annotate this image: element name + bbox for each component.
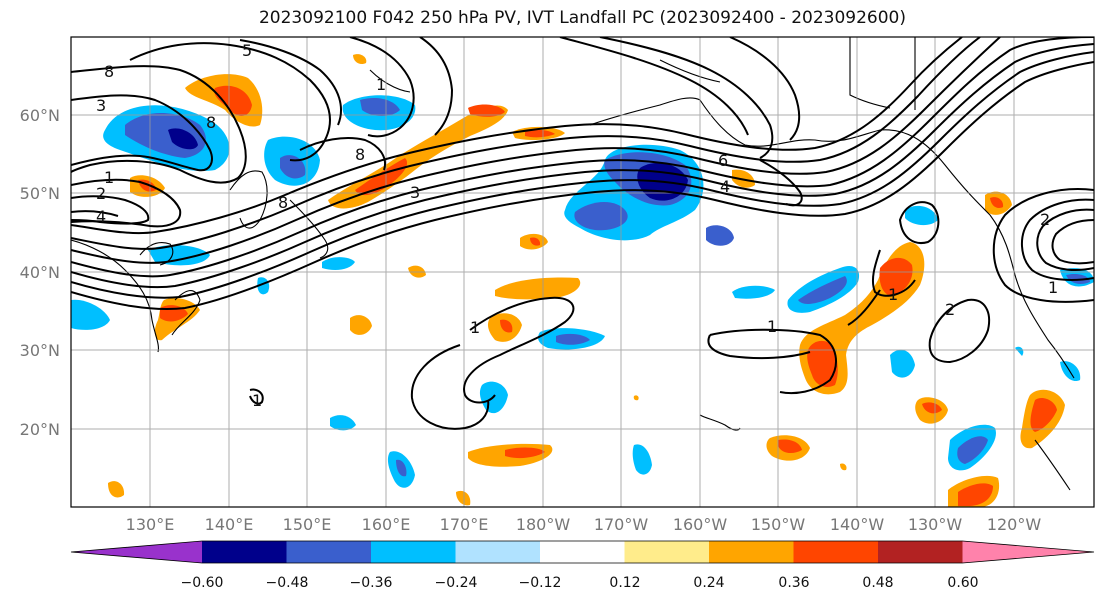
- lon-label: 160°E: [362, 515, 411, 534]
- lon-label: 180°W: [516, 515, 571, 534]
- lon-label: 160°W: [673, 515, 728, 534]
- map-title: 2023092100 F042 250 hPa PV, IVT Landfall…: [258, 8, 906, 28]
- lat-label: 50°N: [20, 184, 60, 203]
- colorbar-segment: [286, 541, 372, 563]
- lon-label: 130°E: [126, 515, 175, 534]
- contour-label: 3: [410, 183, 420, 202]
- lon-label: 150°E: [283, 515, 332, 534]
- contour-label: 2: [1040, 210, 1050, 229]
- contour-label: 1: [1048, 278, 1058, 297]
- colorbar-outline: [70, 540, 1095, 564]
- colorbar-tick-label: −0.36: [350, 575, 393, 591]
- lon-label: 170°E: [440, 515, 489, 534]
- contour-label: 5: [242, 41, 252, 60]
- longitude-labels: 130°E 140°E 150°E 160°E 170°E 180°W 170°…: [126, 515, 1042, 534]
- colorbar-segment: [371, 541, 456, 563]
- colorbar-tick-label: 0.36: [778, 575, 809, 591]
- colorbar-tick-label: 0.60: [947, 575, 978, 591]
- latitude-labels: 60°N 50°N 40°N 30°N 20°N: [20, 106, 60, 439]
- lon-label: 150°W: [751, 515, 806, 534]
- contour-label: 1: [252, 391, 262, 410]
- lon-label: 140°E: [205, 515, 254, 534]
- contour-label: 1: [767, 317, 777, 336]
- contour-label: 2: [945, 300, 955, 319]
- colorbar-tick-label: 0.24: [693, 575, 724, 591]
- contour-labels: 8 3 1 2 4 5 8 8 3 1 8 1 1 2 1 1 2 1 6 4: [96, 41, 1058, 410]
- colorbar-segment: [455, 541, 541, 563]
- colorbar: [70, 540, 1095, 564]
- colorbar-tick-label: 0.48: [862, 575, 893, 591]
- lat-label: 20°N: [20, 420, 60, 439]
- contour-label: 1: [104, 168, 114, 187]
- colorbar-segment: [540, 541, 625, 563]
- contour-label: 8: [206, 113, 216, 132]
- colorbar-labels: −0.60 −0.48 −0.36 −0.24 −0.12 0.12 0.24 …: [181, 575, 979, 591]
- lat-label: 40°N: [20, 263, 60, 282]
- contour-label: 8: [278, 193, 288, 212]
- contour-label: 1: [888, 285, 898, 304]
- colorbar-tick-label: −0.60: [181, 575, 224, 591]
- pv-anomaly-fill: [71, 54, 1094, 507]
- contour-label: 4: [720, 177, 730, 196]
- contour-label: 1: [376, 75, 386, 94]
- colorbar-tick-label: −0.12: [519, 575, 562, 591]
- gridlines: [71, 37, 1094, 507]
- lon-label: 140°W: [830, 515, 885, 534]
- colorbar-segment: [624, 541, 710, 563]
- pv-contours: [71, 37, 1094, 430]
- contour-label: 6: [718, 151, 728, 170]
- contour-label: 1: [470, 318, 480, 337]
- colorbar-segment: [709, 541, 794, 563]
- colorbar-segment: [71, 541, 202, 563]
- contour-label: 3: [96, 96, 106, 115]
- lat-label: 30°N: [20, 341, 60, 360]
- lon-label: 120°W: [987, 515, 1042, 534]
- colorbar-segment: [202, 541, 287, 563]
- lon-label: 170°W: [594, 515, 649, 534]
- colorbar-tick-label: −0.24: [435, 575, 478, 591]
- colorbar-segment: [878, 541, 963, 563]
- lon-label: 130°W: [908, 515, 963, 534]
- contour-label: 2: [96, 184, 106, 203]
- lat-label: 60°N: [20, 106, 60, 125]
- contour-label: 4: [96, 207, 106, 226]
- colorbar-segment: [793, 541, 879, 563]
- colorbar-tick-label: −0.48: [266, 575, 309, 591]
- colorbar-segment: [962, 541, 1094, 563]
- map-border: [70, 36, 1095, 508]
- contour-label: 8: [104, 62, 114, 81]
- contour-label: 8: [355, 145, 365, 164]
- colorbar-tick-label: 0.12: [609, 575, 640, 591]
